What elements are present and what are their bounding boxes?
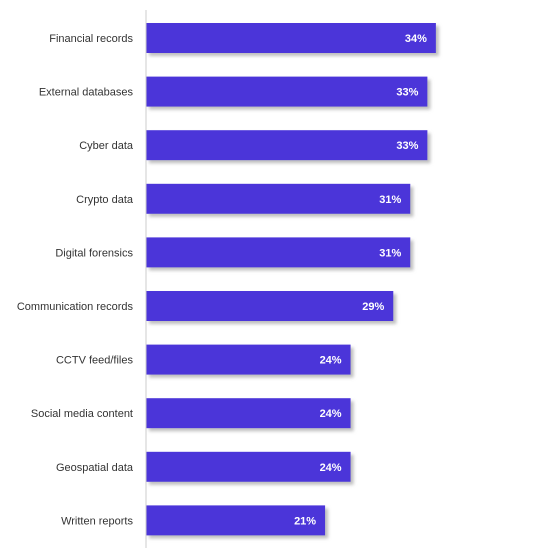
bar-row: External databases 33% — [39, 76, 428, 107]
bar-row: Crypto data 31% — [76, 183, 411, 214]
bar — [146, 130, 428, 161]
value-label: 31% — [379, 247, 401, 259]
bars-layer: Financial records 34% External databases 33… — [17, 23, 436, 536]
bar-row: Written reports 21% — [61, 505, 326, 536]
category-label: Crypto data — [76, 194, 134, 206]
value-label: 29% — [362, 301, 384, 313]
value-label: 34% — [405, 33, 427, 45]
category-label: CCTV feed/files — [56, 355, 134, 367]
bar — [146, 451, 351, 482]
category-label: Written reports — [61, 515, 133, 527]
bar-row: Social media content 24% — [31, 398, 351, 429]
bar — [146, 344, 351, 375]
bar — [146, 76, 428, 107]
value-label: 33% — [396, 140, 418, 152]
bar — [146, 291, 394, 321]
value-label: 24% — [320, 462, 342, 474]
category-label: Financial records — [49, 33, 133, 45]
value-label: 21% — [294, 515, 316, 527]
bar-row: CCTV feed/files 24% — [56, 344, 351, 375]
category-label: Digital forensics — [55, 247, 133, 259]
bar-row: Cyber data 33% — [79, 130, 428, 161]
value-label: 24% — [320, 355, 342, 367]
category-label: Cyber data — [79, 140, 134, 152]
bar-row: Digital forensics 31% — [55, 237, 411, 268]
category-label: Social media content — [31, 408, 133, 420]
category-label: External databases — [39, 87, 134, 99]
value-label: 33% — [396, 87, 418, 99]
bar — [146, 23, 436, 53]
bar-row: Financial records 34% — [49, 23, 436, 53]
bar-row: Communication records 29% — [17, 291, 394, 321]
bar — [146, 183, 411, 214]
value-label: 31% — [379, 194, 401, 206]
bar — [146, 505, 326, 536]
value-label: 24% — [320, 408, 342, 420]
bar-row: Geospatial data 24% — [56, 451, 351, 482]
bar — [146, 237, 411, 268]
category-label: Geospatial data — [56, 462, 134, 474]
bar — [146, 398, 351, 429]
category-label: Communication records — [17, 301, 134, 313]
